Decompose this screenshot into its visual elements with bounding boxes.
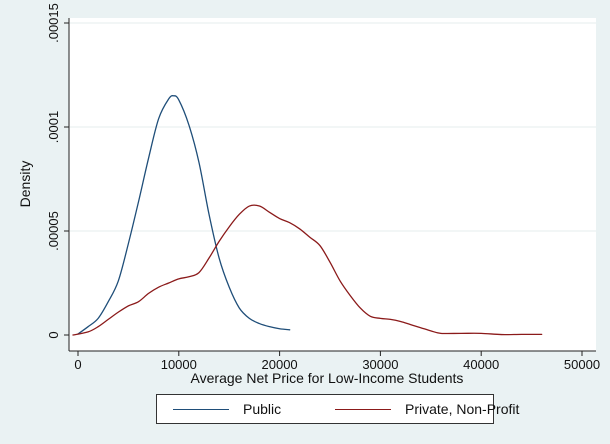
- y-tick-label-3: .00015: [46, 3, 61, 43]
- legend-entry-private-non-profit: Private, Non-Profit: [335, 395, 519, 423]
- x-tick-label-0: 0: [74, 357, 81, 372]
- series-lines: [72, 95, 543, 336]
- x-axis-title: Average Net Price for Low-Income Student…: [191, 370, 464, 386]
- grid-lines: [70, 22, 596, 232]
- series-line-private-non-profit: [72, 204, 543, 336]
- y-axis-title: Density: [17, 161, 33, 208]
- x-tick-label-5: 50000: [564, 357, 600, 372]
- y-tick-label-2: .0001: [46, 111, 61, 144]
- legend-label-private-non-profit: Private, Non-Profit: [405, 401, 520, 417]
- x-tick-label-4: 40000: [463, 357, 499, 372]
- legend-swatch-public: [173, 408, 229, 410]
- x-tick-label-3: 30000: [362, 357, 398, 372]
- legend-label-public: Public: [243, 401, 282, 417]
- y-tick-label-1: .00005: [46, 211, 61, 251]
- tick-labels: 0 .00005 .0001 .00015 0 10000 20000 30000 40000 5…: [46, 3, 600, 372]
- plot-area: [69, 18, 596, 351]
- density-plot: 0 .00005 .0001 .00015 0 10000 20000 30000 40000 5…: [17, 3, 600, 386]
- series-line-public: [77, 95, 291, 335]
- x-tick-label-2: 20000: [262, 357, 298, 372]
- legend-entry-public: Public: [173, 395, 281, 423]
- legend-swatch-private-non-profit: [335, 408, 391, 410]
- axes: [68, 18, 596, 352]
- legend: Public Private, Non-Profit: [156, 394, 519, 424]
- x-tick-label-1: 10000: [161, 357, 197, 372]
- y-tick-label-0: 0: [46, 331, 61, 338]
